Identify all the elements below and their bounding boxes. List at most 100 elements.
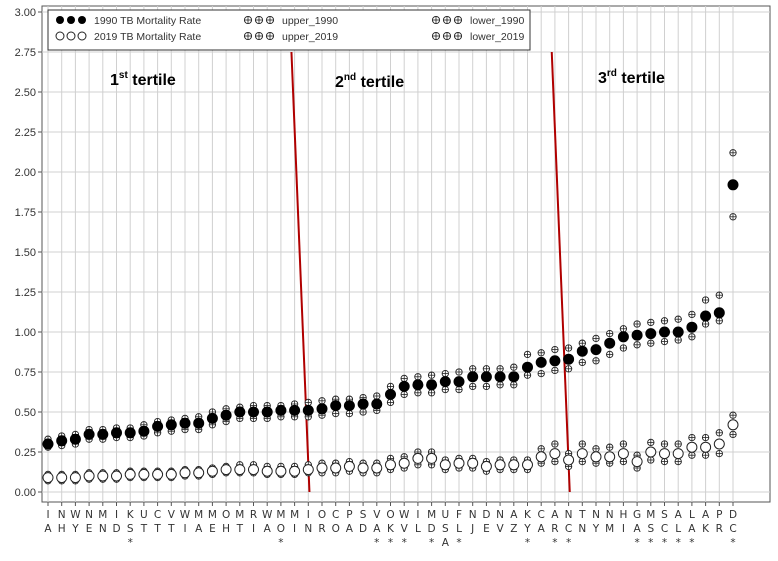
rate-2019-point: [385, 459, 396, 471]
x-tick-label-top: A: [675, 509, 683, 521]
upper-1990-point: [510, 363, 518, 371]
x-tick-label-top: N: [85, 509, 93, 521]
x-tick-label-top: S: [661, 509, 668, 521]
rate-2019-point: [535, 451, 547, 463]
x-tick-label-bottom: D: [428, 523, 436, 535]
x-tick-label-bottom: V: [401, 523, 409, 535]
x-tick-label-bottom: S: [127, 523, 134, 535]
upper-1990-point: [318, 397, 326, 405]
x-tick-label-bottom: Y: [592, 523, 600, 535]
upper-1990-point: [578, 339, 586, 347]
rate-1990-point: [631, 329, 643, 341]
y-tick-label: 0.25: [15, 447, 36, 459]
x-tick-label-top: M: [208, 509, 217, 521]
x-tick-label-top: P: [716, 509, 722, 521]
rate-2019-point: [179, 467, 191, 479]
x-tick-annotation: *: [374, 537, 379, 549]
lower-1990-point: [523, 371, 532, 379]
x-tick-label-bottom: J: [470, 523, 474, 535]
x-tick-label-top: D: [482, 509, 490, 521]
x-tick-label-bottom: I: [622, 523, 625, 535]
rate-2019-point: [316, 462, 328, 474]
rate-2019-point: [467, 457, 479, 469]
rate-1990-point: [713, 307, 725, 319]
upper-1990-point: [688, 310, 696, 319]
rate-1990-point: [152, 420, 164, 432]
rate-2019-point: [645, 446, 657, 458]
legend-marker-plus: [243, 31, 253, 41]
rate-1990-point: [42, 438, 54, 450]
x-tick-label-bottom: L: [456, 523, 462, 535]
y-tick-label: 1.50: [15, 247, 36, 259]
x-tick-label-bottom: L: [675, 523, 681, 535]
x-tick-label-bottom: K: [387, 523, 395, 535]
rate-1990-point: [467, 371, 479, 383]
rate-1990-point: [193, 417, 205, 429]
legend-label: upper_2019: [282, 31, 338, 43]
rate-2019-point: [659, 448, 670, 460]
lower-2019-point: [674, 457, 682, 466]
upper-2019-point: [606, 443, 614, 451]
upper-1990-point: [564, 344, 573, 352]
x-tick-label-top: M: [98, 509, 107, 521]
upper-1990-point: [441, 369, 449, 378]
legend-marker-plus: [431, 31, 441, 41]
x-tick-label-bottom: A: [346, 523, 354, 535]
upper-2019-point: [660, 440, 669, 448]
legend-marker-plus: [243, 15, 253, 25]
tertile-labels: 1st tertile 2nd tertile 3rd tertile: [110, 68, 665, 91]
x-tick-label-bottom: D: [359, 523, 367, 535]
rate-2019-point: [617, 448, 629, 460]
lower-1990-point: [469, 382, 477, 391]
x-tick-label-top: V: [168, 509, 176, 521]
y-axis-ticks: 0.00 0.25 0.50 0.75 1.00 1.25 1.50 1.75 2.00 2.25…: [15, 7, 42, 499]
lower-2019-point: [660, 457, 669, 466]
rate-1990-point: [494, 371, 506, 383]
lower-1990-point: [701, 320, 710, 328]
rate-1990-point: [453, 376, 465, 388]
rate-2019-point: [480, 460, 492, 472]
x-tick-label-bottom: A: [373, 523, 381, 535]
upper-1990-point: [496, 365, 504, 373]
y-tick-label: 1.00: [15, 327, 36, 339]
x-tick-label-bottom: S: [647, 523, 654, 535]
x-tick-label-bottom: E: [209, 523, 216, 535]
rate-2019-point: [124, 468, 136, 480]
rate-2019-point: [412, 452, 424, 464]
upper-1990-point: [455, 368, 463, 376]
x-tick-label-bottom: T: [140, 523, 148, 535]
rate-1990-point: [645, 328, 657, 340]
rate-1990-point: [549, 355, 561, 367]
x-tick-label-top: W: [399, 509, 410, 521]
rate-1990-point: [700, 310, 712, 322]
x-tick-label-bottom: T: [236, 523, 244, 535]
x-tick-label-top: C: [538, 509, 545, 521]
x-tick-label-top: M: [427, 509, 436, 521]
rate-2019-point: [576, 448, 588, 460]
tertile-label: 2nd tertile: [335, 72, 404, 91]
lower-1990-point: [359, 408, 367, 416]
rate-2019-point: [56, 472, 68, 484]
rate-1990-point: [357, 398, 369, 410]
x-tick-label-bottom: C: [661, 523, 668, 535]
rate-1990-point: [179, 417, 191, 429]
rate-2019-point: [330, 462, 342, 474]
rate-2019-point: [193, 467, 205, 479]
x-tick-label-top: M: [194, 509, 203, 521]
x-tick-label-bottom: N: [99, 523, 107, 535]
x-tick-label-top: D: [729, 509, 737, 521]
upper-1990-point: [523, 350, 532, 359]
lower-1990-point: [400, 390, 408, 399]
y-tick-label: 0.00: [15, 487, 36, 499]
legend-marker-plus: [265, 15, 275, 25]
rate-1990-point: [124, 427, 136, 439]
legend-marker-open: [55, 31, 65, 41]
x-tick-label-bottom: O: [277, 523, 285, 535]
rate-1990-point: [563, 353, 575, 365]
x-tick-label-bottom: V: [497, 523, 505, 535]
rate-1990-point: [371, 398, 383, 410]
rate-1990-point: [248, 406, 259, 418]
x-tick-annotation: *: [128, 537, 133, 549]
rate-1990-point: [275, 404, 287, 416]
